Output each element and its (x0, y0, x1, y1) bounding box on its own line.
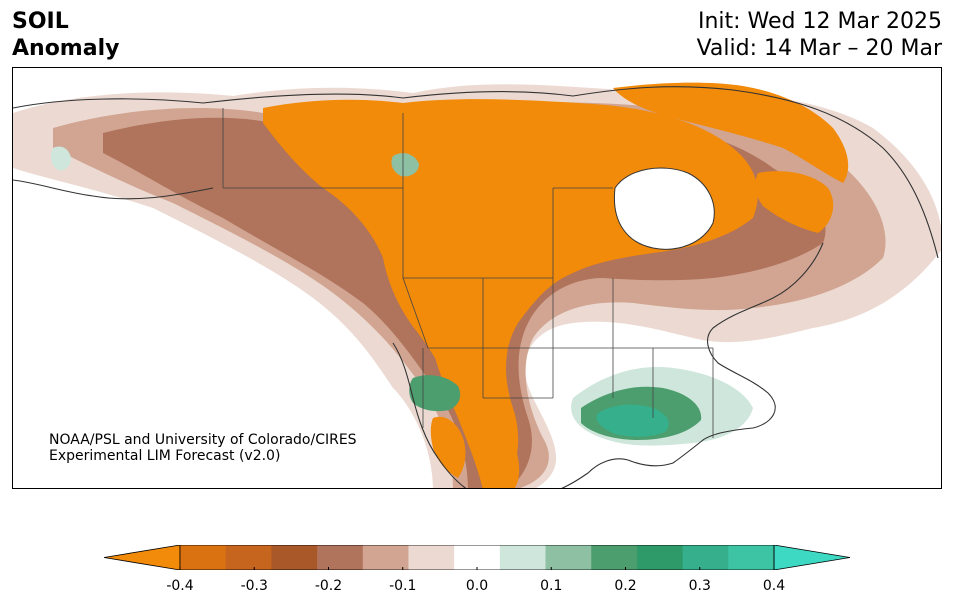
coastline (13, 86, 939, 488)
anomaly-map: NOAA/PSL and University of Colorado/CIRE… (12, 67, 942, 489)
arctic-anomaly (613, 82, 849, 183)
southwest-anomaly (430, 416, 466, 478)
hudson-bay (613, 167, 715, 250)
colorbar-cell (362, 545, 409, 570)
colorbar-tick-label: -0.1 (389, 578, 417, 594)
colorbar (104, 545, 850, 570)
southwest-positive (409, 375, 461, 412)
labrador-anomaly (755, 171, 834, 233)
title-line-1: SOIL (12, 9, 69, 34)
colorbar-cell (271, 545, 318, 570)
rockies-anomaly (426, 286, 520, 488)
colorbar-cell (408, 545, 455, 570)
valid-date: Valid: 14 Mar – 20 Mar (696, 36, 942, 61)
colorbar-cell (180, 545, 227, 570)
colorbar-cell (636, 545, 684, 570)
colorbar-cell (728, 545, 775, 570)
map-title: SOIL Anomaly (12, 8, 119, 62)
colorbar-tick-label: 0.4 (762, 578, 786, 594)
colorbar-tick-label: 0.0 (465, 578, 489, 594)
colorbar-tick-label: 0.2 (614, 578, 637, 594)
forecast-dates: Init: Wed 12 Mar 2025 Valid: 14 Mar – 20… (697, 8, 942, 62)
gulf-positive-strong (596, 404, 669, 437)
colorbar-cells (104, 545, 850, 570)
colorbar-cell (682, 545, 729, 570)
map-canvas (13, 82, 941, 488)
colorbar-tick-label: -0.4 (166, 578, 194, 594)
map-credit: NOAA/PSL and University of Colorado/CIRE… (49, 432, 357, 464)
credit-line-1: NOAA/PSL and University of Colorado/CIRE… (49, 432, 357, 448)
colorbar-arrow-right (773, 545, 850, 570)
alaska-positive (50, 146, 71, 171)
credit-line-2: Experimental LIM Forecast (v2.0) (49, 448, 281, 464)
yukon-positive (391, 153, 419, 177)
colorbar-arrow-left (104, 545, 181, 570)
colorbar-tick-label: -0.3 (240, 578, 268, 594)
political-borders (222, 108, 714, 438)
colorbar-outline (179, 545, 775, 570)
colorbar-cell (317, 545, 364, 570)
colorbar-cell (225, 545, 272, 570)
colorbar-cell (591, 545, 638, 570)
colorbar-tick-label: -0.2 (314, 578, 343, 594)
colorbar-tick-label: 0.3 (688, 578, 711, 594)
colorbar-cell (545, 545, 592, 570)
title-line-2: Anomaly (12, 36, 120, 61)
colorbar-cell (499, 545, 547, 570)
init-date: Init: Wed 12 Mar 2025 (697, 9, 942, 34)
colorbar-tick-label: 0.1 (540, 578, 563, 594)
colorbar-cell (454, 545, 501, 570)
